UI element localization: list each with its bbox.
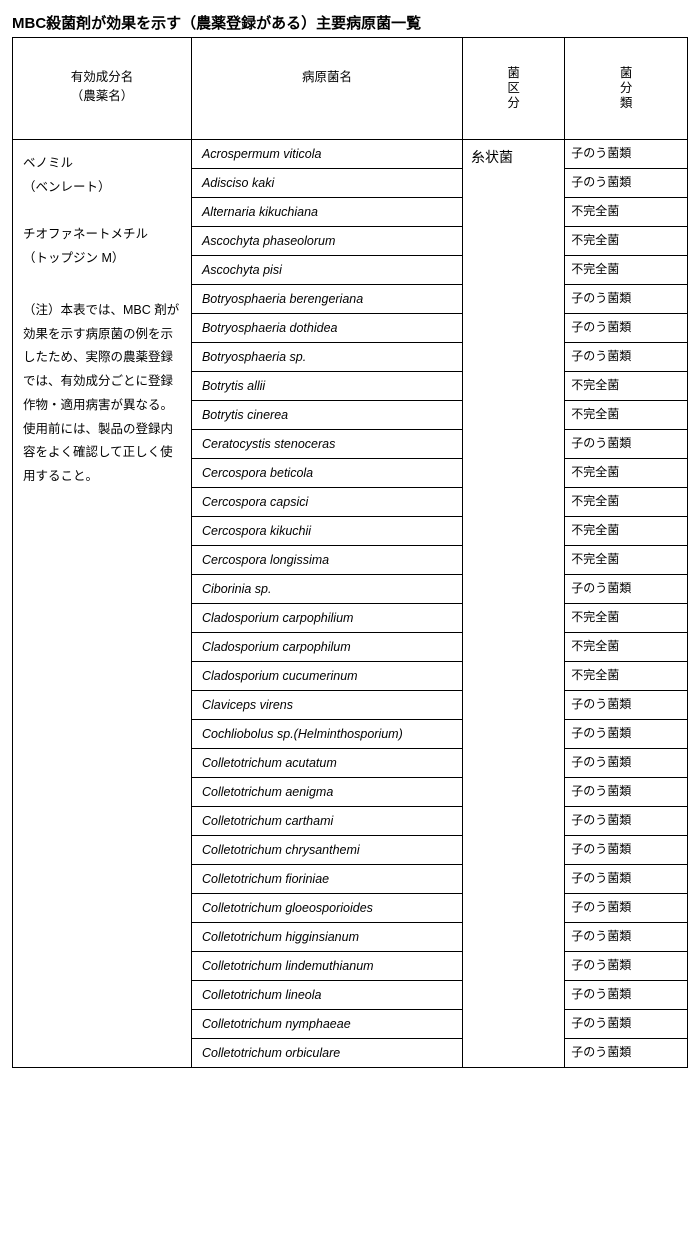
- pathogen-cell: Botryosphaeria sp.: [191, 343, 462, 372]
- class-cell: 不完全菌: [565, 488, 688, 517]
- class-cell: 子のう菌類: [565, 865, 688, 894]
- class-cell: 子のう菌類: [565, 778, 688, 807]
- class-cell: 不完全菌: [565, 459, 688, 488]
- pathogen-cell: Cladosporium carpophilium: [191, 604, 462, 633]
- header-ingredient-line2: （農薬名）: [71, 89, 134, 103]
- ingredient-line1: ベノミル: [23, 156, 73, 170]
- header-ingredient: 有効成分名 （農薬名）: [13, 38, 192, 140]
- header-class: 菌 分 類: [565, 38, 688, 140]
- class-cell: 子のう菌類: [565, 285, 688, 314]
- class-cell: 子のう菌類: [565, 807, 688, 836]
- pathogen-cell: Cercospora capsici: [191, 488, 462, 517]
- class-cell: 子のう菌類: [565, 314, 688, 343]
- page-title: MBC殺菌剤が効果を示す（農薬登録がある）主要病原菌一覧: [12, 12, 688, 33]
- header-category-c3: 分: [471, 96, 556, 111]
- class-cell: 子のう菌類: [565, 894, 688, 923]
- pathogen-cell: Acrospermum viticola: [191, 140, 462, 169]
- table-body: ベノミル （ベンレート） チオファネートメチル （トップジン M） （注）本表では、MB…: [13, 140, 688, 1068]
- header-ingredient-line1: 有効成分名: [71, 70, 134, 84]
- class-cell: 子のう菌類: [565, 952, 688, 981]
- class-cell: 不完全菌: [565, 604, 688, 633]
- pathogen-cell: Colletotrichum lineola: [191, 981, 462, 1010]
- class-cell: 子のう菌類: [565, 691, 688, 720]
- header-category-c1: 菌: [471, 66, 556, 81]
- class-cell: 子のう菌類: [565, 923, 688, 952]
- pathogen-cell: Colletotrichum carthami: [191, 807, 462, 836]
- header-class-c2: 分: [573, 81, 679, 96]
- class-cell: 不完全菌: [565, 401, 688, 430]
- pathogen-cell: Botrytis allii: [191, 372, 462, 401]
- pathogen-cell: Ascochyta pisi: [191, 256, 462, 285]
- class-cell: 子のう菌類: [565, 169, 688, 198]
- pathogen-cell: Colletotrichum lindemuthianum: [191, 952, 462, 981]
- pathogen-cell: Colletotrichum nymphaeae: [191, 1010, 462, 1039]
- pathogen-cell: Adisciso kaki: [191, 169, 462, 198]
- table-row: ベノミル（ベンレート）チオファネートメチル（トップジン M）（注）本表では、MB…: [13, 140, 688, 169]
- pathogen-cell: Cladosporium cucumerinum: [191, 662, 462, 691]
- header-class-c3: 類: [573, 96, 679, 111]
- pathogen-cell: Botryosphaeria berengeriana: [191, 285, 462, 314]
- class-cell: 子のう菌類: [565, 140, 688, 169]
- class-cell: 子のう菌類: [565, 981, 688, 1010]
- pathogen-cell: Cochliobolus sp.(Helminthosporium): [191, 720, 462, 749]
- class-cell: 子のう菌類: [565, 836, 688, 865]
- class-cell: 子のう菌類: [565, 575, 688, 604]
- class-cell: 不完全菌: [565, 517, 688, 546]
- pathogen-cell: Colletotrichum fioriniae: [191, 865, 462, 894]
- pathogen-cell: Colletotrichum gloeosporioides: [191, 894, 462, 923]
- pathogen-cell: Botryosphaeria dothidea: [191, 314, 462, 343]
- pathogen-cell: Colletotrichum higginsianum: [191, 923, 462, 952]
- pathogen-cell: Botrytis cinerea: [191, 401, 462, 430]
- class-cell: 不完全菌: [565, 633, 688, 662]
- pathogen-cell: Ascochyta phaseolorum: [191, 227, 462, 256]
- pathogen-cell: Colletotrichum aenigma: [191, 778, 462, 807]
- class-cell: 不完全菌: [565, 227, 688, 256]
- class-cell: 子のう菌類: [565, 343, 688, 372]
- pathogen-table: 有効成分名 （農薬名） 病原菌名 菌 区 分 菌 分 類 ベノミル （ベンレート）…: [12, 37, 688, 1068]
- ingredient-note: （注）本表では、MBC 剤が効果を示す病原菌の例を示したため、実際の農薬登録では…: [23, 299, 181, 489]
- class-cell: 子のう菌類: [565, 749, 688, 778]
- class-cell: 子のう菌類: [565, 1010, 688, 1039]
- class-cell: 不完全菌: [565, 662, 688, 691]
- pathogen-cell: Colletotrichum orbiculare: [191, 1039, 462, 1068]
- header-pathogen: 病原菌名: [191, 38, 462, 140]
- ingredient-cell: ベノミル （ベンレート） チオファネートメチル （トップジン M） （注）本表では、MB…: [13, 140, 192, 1068]
- pathogen-cell: Cladosporium carpophilum: [191, 633, 462, 662]
- class-cell: 不完全菌: [565, 372, 688, 401]
- ingredient-line4: チオファネートメチル: [23, 227, 148, 241]
- pathogen-cell: Ciborinia sp.: [191, 575, 462, 604]
- pathogen-cell: Colletotrichum chrysanthemi: [191, 836, 462, 865]
- class-cell: 子のう菌類: [565, 430, 688, 459]
- pathogen-cell: Alternaria kikuchiana: [191, 198, 462, 227]
- pathogen-cell: Ceratocystis stenoceras: [191, 430, 462, 459]
- class-cell: 子のう菌類: [565, 720, 688, 749]
- class-cell: 不完全菌: [565, 546, 688, 575]
- header-class-c1: 菌: [573, 66, 679, 81]
- pathogen-cell: Claviceps virens: [191, 691, 462, 720]
- ingredient-line5: （トップジン M）: [23, 251, 124, 265]
- category-cell: 糸状菌: [462, 140, 564, 1068]
- pathogen-cell: Colletotrichum acutatum: [191, 749, 462, 778]
- class-cell: 子のう菌類: [565, 1039, 688, 1068]
- pathogen-cell: Cercospora beticola: [191, 459, 462, 488]
- table-header-row: 有効成分名 （農薬名） 病原菌名 菌 区 分 菌 分 類: [13, 38, 688, 140]
- class-cell: 不完全菌: [565, 198, 688, 227]
- header-category: 菌 区 分: [462, 38, 564, 140]
- pathogen-cell: Cercospora longissima: [191, 546, 462, 575]
- ingredient-line2: （ベンレート）: [23, 180, 111, 194]
- class-cell: 不完全菌: [565, 256, 688, 285]
- header-category-c2: 区: [471, 81, 556, 96]
- pathogen-cell: Cercospora kikuchii: [191, 517, 462, 546]
